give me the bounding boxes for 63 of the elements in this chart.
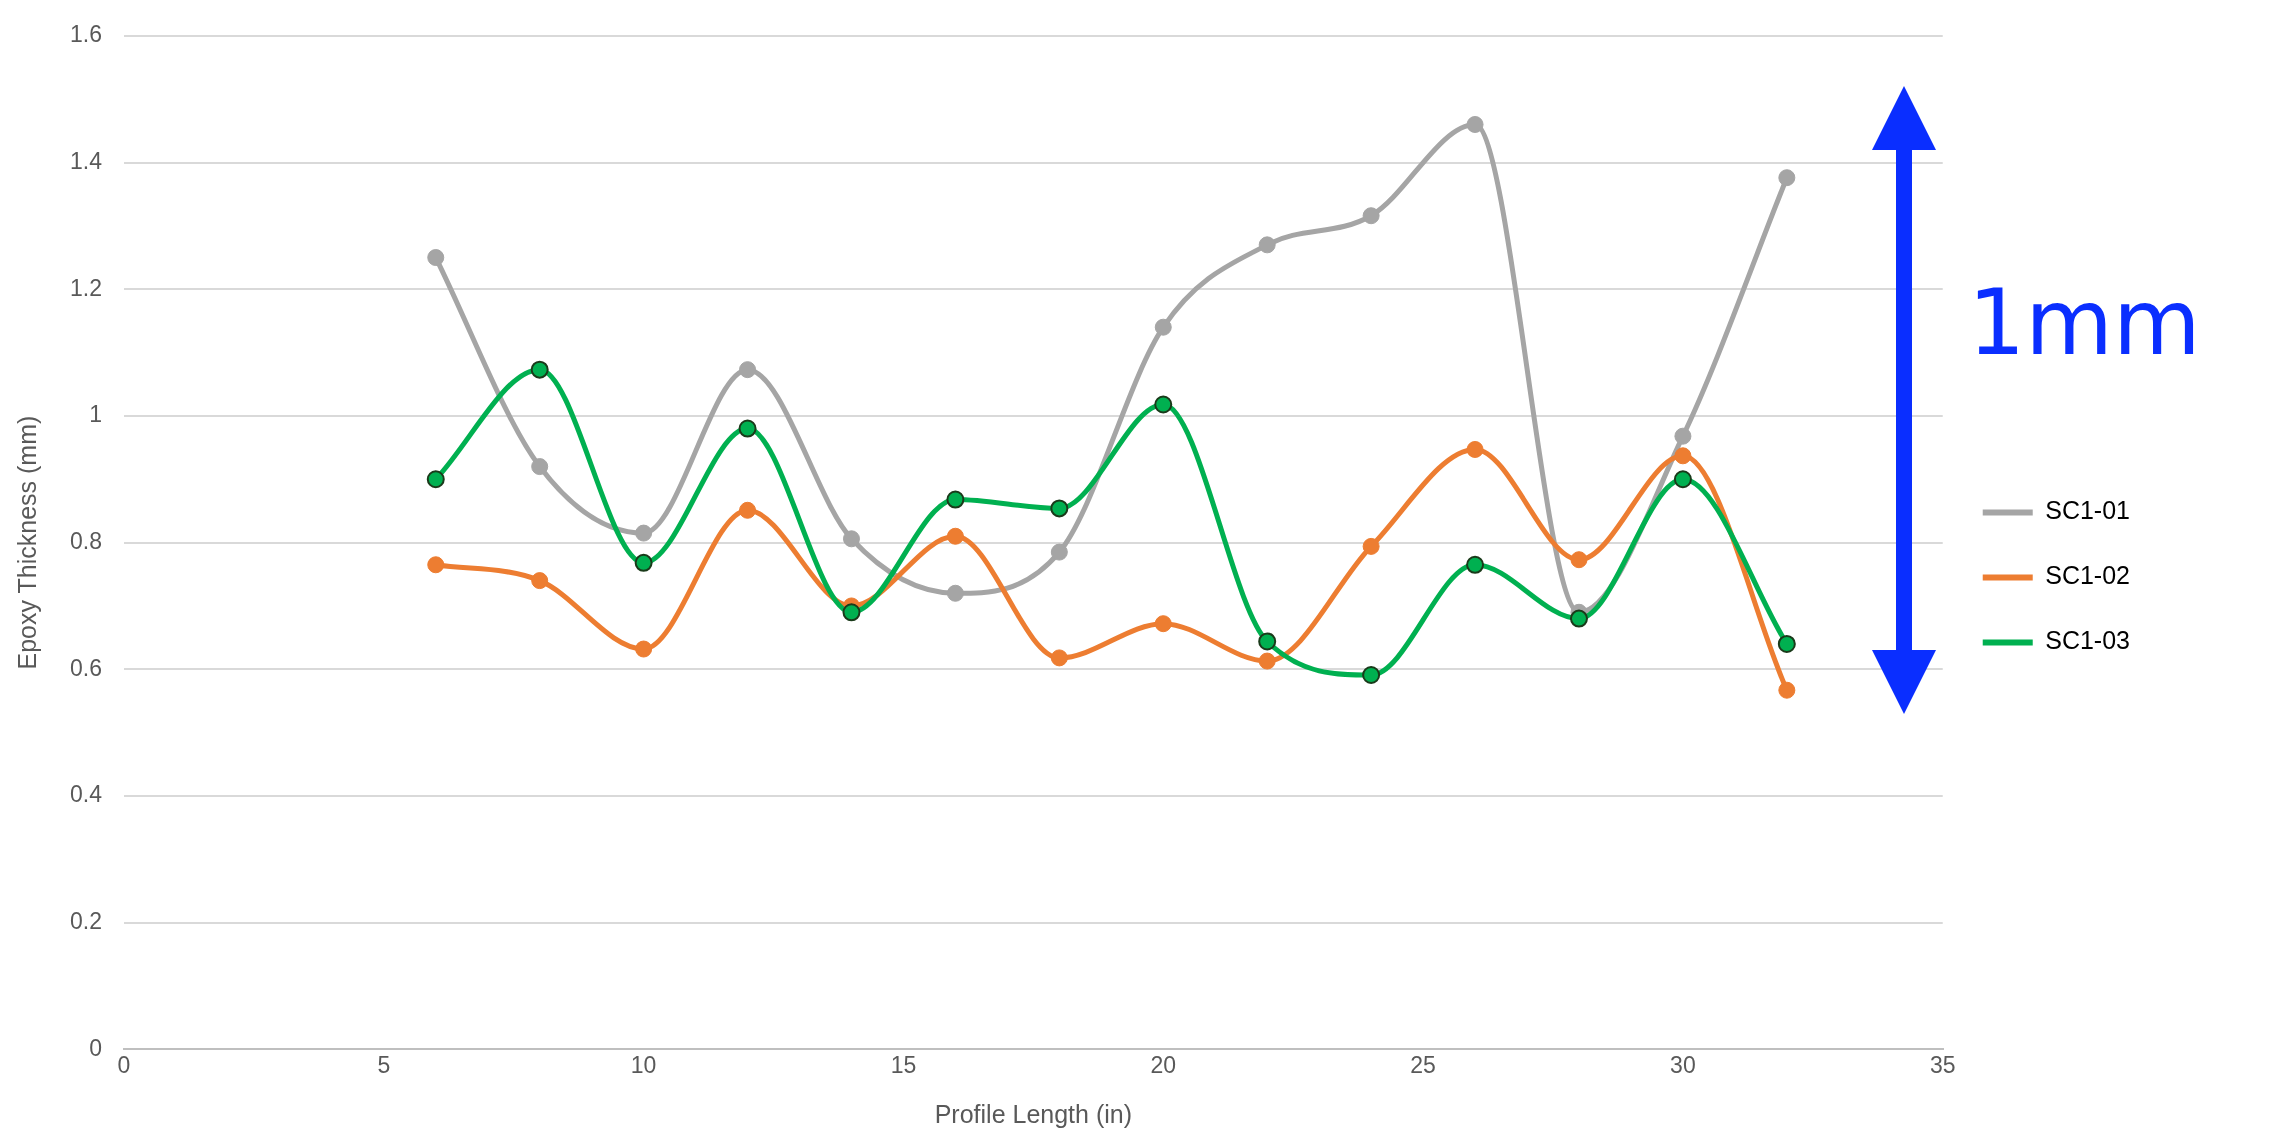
- point: [1154, 395, 1173, 414]
- x-tick-label: 25: [1410, 1051, 1436, 1078]
- point: [635, 524, 653, 542]
- point: [427, 556, 445, 574]
- point: [842, 603, 861, 622]
- x-axis-title: Profile Length (in): [934, 1099, 1133, 1128]
- point: [1674, 427, 1692, 445]
- point: [738, 419, 757, 438]
- legend-label: SC1-02: [2045, 561, 2130, 590]
- legend-label: SC1-03: [2045, 626, 2130, 655]
- legend-label: SC1-01: [2045, 496, 2130, 525]
- point: [1050, 543, 1068, 561]
- y-tick-label: 0.8: [69, 527, 102, 554]
- point: [1258, 632, 1277, 651]
- y-tick-label: 0.2: [69, 908, 102, 935]
- point: [426, 470, 445, 489]
- point: [1466, 555, 1485, 574]
- y-tick-label: 0: [89, 1034, 102, 1061]
- y-tick-label: 1.6: [69, 21, 102, 48]
- y-axis-title: Epoxy Thickness (mm): [12, 415, 41, 670]
- point: [530, 360, 549, 379]
- point: [946, 527, 964, 545]
- point: [1466, 115, 1484, 133]
- point: [739, 361, 757, 379]
- point: [1258, 236, 1276, 254]
- point: [842, 530, 860, 548]
- point: [1570, 551, 1588, 569]
- point: [1777, 634, 1796, 653]
- point: [635, 640, 653, 658]
- x-tick-label: 35: [1929, 1051, 1956, 1078]
- point: [1362, 207, 1380, 225]
- point: [1673, 470, 1692, 489]
- text: 1mm: [1968, 270, 2201, 375]
- point: [1778, 681, 1796, 699]
- x-tick-label: 0: [117, 1051, 131, 1078]
- point: [1258, 652, 1276, 670]
- point: [1154, 615, 1172, 633]
- point: [1050, 499, 1069, 518]
- y-tick-label: 1.2: [69, 274, 102, 301]
- point: [946, 584, 964, 602]
- x-tick-label: 10: [630, 1051, 657, 1078]
- y-tick-label: 0.6: [69, 654, 102, 681]
- point: [1050, 649, 1068, 667]
- y-tick-label: 1: [89, 401, 102, 428]
- point: [1466, 440, 1484, 458]
- point: [946, 490, 965, 509]
- point: [739, 501, 757, 519]
- point: [1569, 609, 1588, 628]
- point: [531, 572, 549, 590]
- x-tick-label: 20: [1150, 1051, 1177, 1078]
- point: [1154, 318, 1172, 336]
- point: [1362, 537, 1380, 555]
- y-tick-label: 1.4: [69, 147, 103, 174]
- y-tick-label: 0.4: [69, 781, 103, 808]
- point: [1778, 169, 1796, 187]
- point: [427, 249, 445, 267]
- x-tick-label: 15: [890, 1051, 917, 1078]
- point: [531, 458, 549, 476]
- point: [1674, 447, 1692, 465]
- x-tick-label: 5: [377, 1051, 391, 1078]
- point: [634, 553, 653, 572]
- x-tick-label: 30: [1670, 1051, 1696, 1078]
- point: [1362, 666, 1381, 684]
